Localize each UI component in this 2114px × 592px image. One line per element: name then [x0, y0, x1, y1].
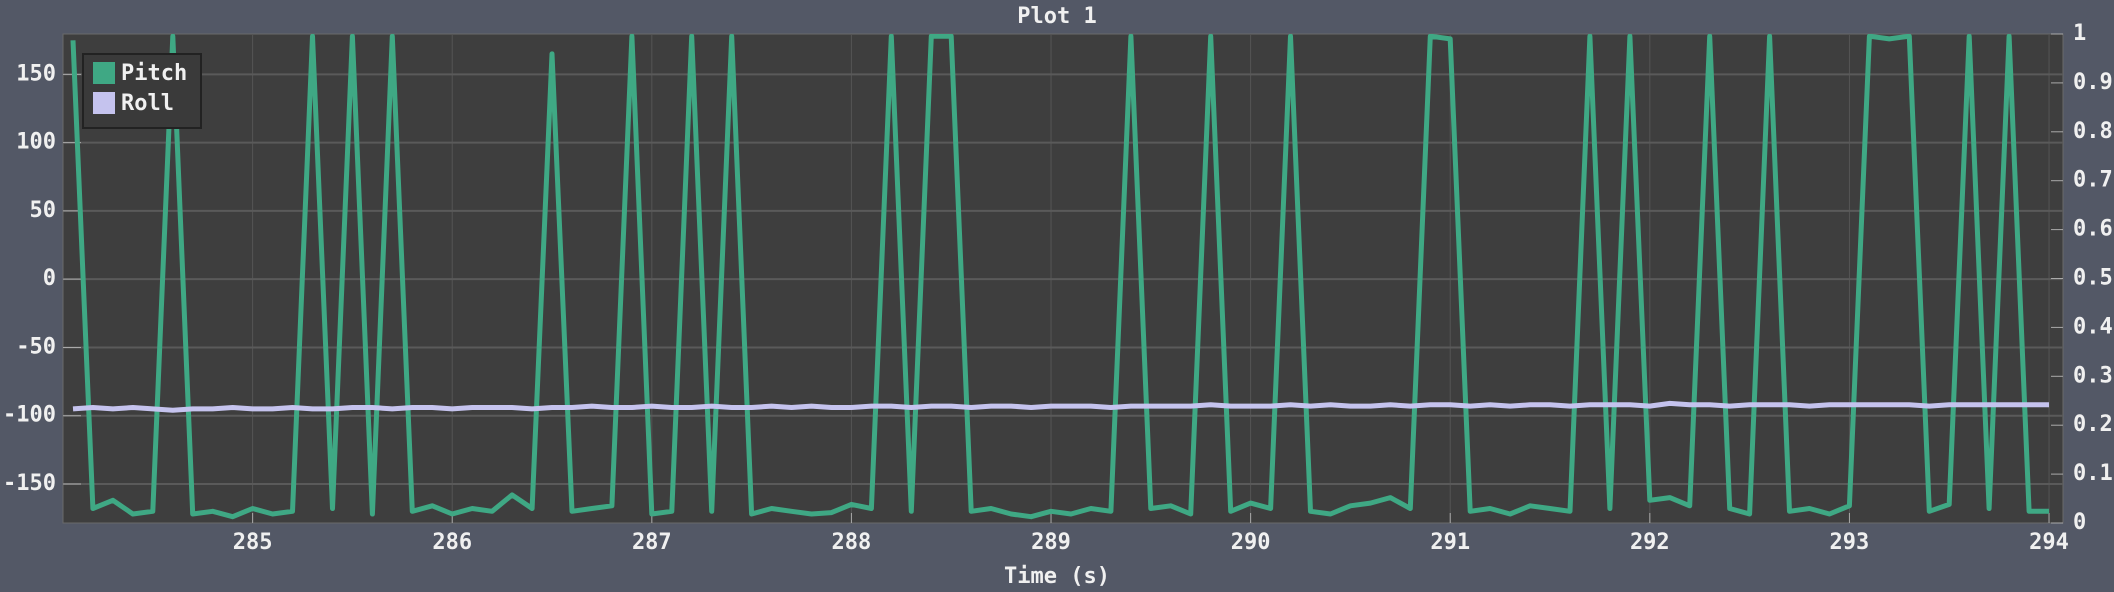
y2-tick-label: 0.3	[2073, 363, 2113, 388]
legend-label: Pitch	[121, 61, 187, 86]
x-tick-label: 291	[1430, 530, 1470, 555]
y2-tick-label: 0.2	[2073, 412, 2113, 437]
y2-tick-label: 0.8	[2073, 119, 2113, 144]
y2-tick-label: 0.1	[2073, 461, 2113, 486]
x-tick-label: 293	[1830, 530, 1870, 555]
y-tick-label: 50	[30, 198, 57, 223]
x-tick-label: 289	[1031, 530, 1071, 555]
legend-swatch	[93, 92, 115, 114]
legend-swatch	[93, 62, 115, 84]
line-series	[72, 400, 2049, 413]
y-tick-label: 100	[16, 130, 56, 155]
y-tick-label: -150	[3, 471, 56, 496]
y2-tick-label: 0	[2073, 510, 2086, 535]
y-tick-label: 0	[43, 266, 56, 291]
y-tick-label: 150	[16, 61, 56, 86]
x-tick-label: 294	[2029, 530, 2069, 555]
y2-tick-label: 0.6	[2073, 217, 2113, 242]
x-tick-label: 287	[632, 530, 672, 555]
x-tick-label: 288	[832, 530, 872, 555]
x-tick-label: 285	[233, 530, 273, 555]
y2-tick-label: 0.5	[2073, 266, 2113, 291]
legend-label: Roll	[121, 91, 174, 116]
x-tick-label: 292	[1630, 530, 1670, 555]
x-tick-label: 286	[432, 530, 472, 555]
y-tick-label: -50	[16, 334, 56, 359]
y2-tick-label: 0.9	[2073, 70, 2113, 95]
y2-tick-label: 0.4	[2073, 314, 2113, 339]
y2-tick-label: 1	[2073, 21, 2086, 46]
chart-title: Plot 1	[1017, 4, 1096, 29]
x-axis-label: Time (s)	[1004, 564, 1110, 589]
x-tick-label: 290	[1231, 530, 1271, 555]
y2-tick-label: 0.7	[2073, 168, 2113, 193]
y-tick-label: -100	[3, 403, 56, 428]
line-series	[70, 34, 2049, 520]
